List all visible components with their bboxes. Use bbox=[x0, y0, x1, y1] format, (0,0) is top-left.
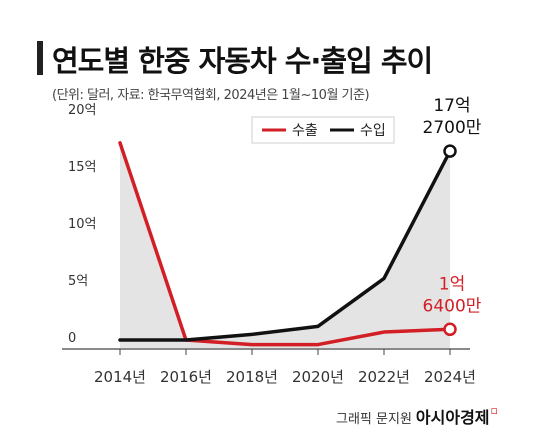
x-tick-label: 2024년 bbox=[424, 368, 476, 386]
x-tick-label: 2022년 bbox=[358, 368, 410, 386]
y-tick-label: 15억 bbox=[68, 160, 97, 175]
series-end-marker bbox=[443, 144, 457, 158]
page-title: 연도별 한중 자동차 수·출입 추이 bbox=[52, 44, 433, 78]
brand-logo-text: 아시아경제 bbox=[415, 408, 490, 427]
credit-line: 그래픽 문지원 아시아경제▫ bbox=[336, 404, 498, 428]
x-tick-label: 2018년 bbox=[226, 368, 278, 386]
axis-layer: 0 5억 10억 15억 20억 2014년 2016년 2018년 2020년 2022년 202… bbox=[62, 103, 476, 386]
x-tick-label: 2014년 bbox=[94, 368, 146, 386]
legend-label: 수입 bbox=[360, 123, 386, 139]
series-line-import bbox=[118, 149, 452, 342]
end-value-label: 2700만 bbox=[423, 118, 482, 138]
y-tick-label: 10억 bbox=[68, 217, 97, 232]
series-end-marker bbox=[443, 322, 457, 337]
y-tick-label: 5억 bbox=[68, 274, 88, 289]
end-value-label: 17억 bbox=[433, 96, 470, 116]
page-subtitle: (단위: 달러, 자료: 한국무역협회, 2024년은 1월~10월 기준) bbox=[52, 88, 370, 103]
legend-label: 수출 bbox=[292, 123, 318, 139]
series-line-export bbox=[118, 141, 452, 347]
area-layer bbox=[120, 142, 450, 348]
y-tick-label: 0 bbox=[68, 331, 76, 346]
credit-text: 그래픽 문지원 bbox=[336, 412, 412, 427]
x-tick-label: 2020년 bbox=[292, 368, 344, 386]
title-accent-bar bbox=[37, 41, 43, 75]
shaded-area bbox=[120, 142, 450, 348]
line-layer bbox=[118, 141, 457, 347]
chart-legend: 수출 수입 bbox=[251, 116, 395, 144]
end-value-label: 6400만 bbox=[423, 296, 482, 316]
y-tick-label: 20억 bbox=[68, 103, 97, 118]
x-tick-label: 2016년 bbox=[160, 368, 212, 386]
brand-mark-icon: ▫ bbox=[490, 404, 498, 417]
end-value-label: 1억 bbox=[439, 274, 465, 294]
